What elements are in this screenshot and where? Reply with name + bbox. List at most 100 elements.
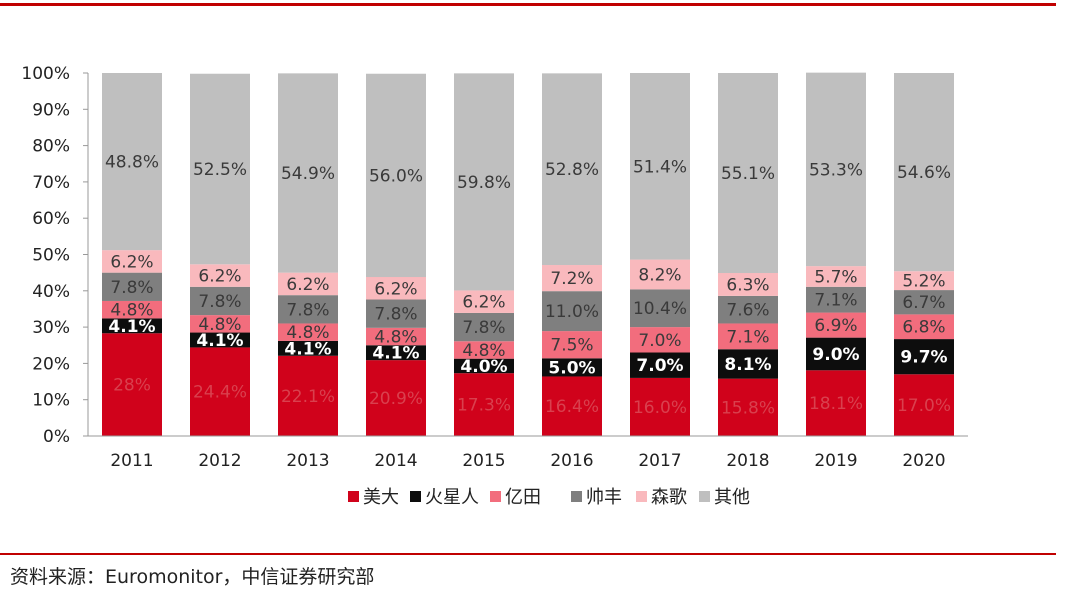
data-label: 7.8% — [110, 278, 153, 298]
data-label: 4.1% — [372, 344, 419, 364]
legend-label: 火星人 — [425, 487, 479, 508]
data-label: 28% — [113, 376, 151, 396]
data-label: 4.8% — [374, 328, 417, 348]
data-label: 11.0% — [545, 302, 599, 322]
data-label: 4.8% — [110, 301, 153, 321]
bar-group: 16.0% 7.0% 7.0% 10.4% 8.2% 51.4% — [630, 73, 690, 436]
bar-segment — [542, 73, 602, 266]
bar-segment — [718, 378, 778, 436]
data-label: 22.1% — [281, 387, 335, 407]
legend-item: 亿田 — [490, 487, 541, 508]
bar-segment — [278, 272, 338, 296]
data-label: 51.4% — [633, 157, 687, 177]
data-label: 4.1% — [284, 339, 331, 359]
bar-segment — [278, 355, 338, 436]
bar-segment — [102, 73, 162, 251]
bar-segment — [278, 73, 338, 273]
y-tick-label: 100% — [21, 64, 70, 84]
data-label: 6.2% — [286, 275, 329, 295]
data-label: 20.9% — [369, 389, 423, 409]
x-axis: 2011 2012 2013 2014 2015 2016 2017 2018 2019 2020 — [88, 435, 968, 471]
data-label: 4.1% — [108, 317, 155, 337]
data-label: 6.9% — [814, 316, 857, 336]
bar-segment — [366, 345, 426, 361]
legend-item: 其他 — [699, 487, 750, 508]
data-label: 15.8% — [721, 398, 775, 418]
x-tick-label: 2011 — [110, 451, 153, 471]
bar-segment — [366, 277, 426, 300]
data-label: 5.0% — [548, 358, 595, 378]
bar-segment — [806, 286, 866, 313]
bar-segment — [278, 295, 338, 324]
x-tick-label: 2019 — [814, 451, 857, 471]
bar-segment — [542, 358, 602, 377]
bar-group: 16.4% 5.0%7.5% 11.0% 7.2% 52.8% — [542, 73, 602, 436]
data-label: 8.1% — [724, 355, 771, 375]
x-tick-label: 2012 — [198, 451, 241, 471]
x-tick-label: 2020 — [902, 451, 945, 471]
data-label: 6.2% — [198, 267, 241, 287]
bar-segment — [806, 72, 866, 267]
bar-segment — [630, 377, 690, 436]
data-label: 4.1% — [196, 331, 243, 351]
data-label: 7.0% — [638, 331, 681, 351]
bar-segment — [894, 290, 954, 315]
data-label: 56.0% — [369, 166, 423, 186]
data-label: 17.0% — [897, 396, 951, 416]
data-label: 52.8% — [545, 160, 599, 180]
bar-group: 24.4% 4.1%4.8% 7.8% 6.2% 52.5% — [190, 73, 250, 436]
top-rule — [0, 3, 1056, 6]
data-label: 8.2% — [638, 265, 681, 285]
bar-group: 18.1% 9.0% 6.9% 7.1% 5.7% 53.3% — [806, 72, 866, 436]
bar-segment — [278, 340, 338, 356]
x-tick-label: 2013 — [286, 451, 329, 471]
data-label: 7.8% — [286, 300, 329, 320]
bar-segment — [718, 349, 778, 379]
bar-group: 28% 4.1%4.8% 7.8% 6.2% 48.8% — [102, 73, 162, 436]
bar-segment — [190, 347, 250, 436]
legend-label: 美大 — [363, 487, 399, 508]
bar-segment — [718, 323, 778, 350]
data-label: 7.0% — [636, 356, 683, 376]
legend-swatch — [571, 491, 582, 502]
legend-label: 森歌 — [651, 487, 687, 508]
data-label: 7.2% — [550, 269, 593, 289]
data-label: 7.8% — [462, 318, 505, 338]
y-tick-label: 0% — [43, 427, 70, 447]
data-label: 7.8% — [198, 292, 241, 312]
bar-segment — [718, 273, 778, 296]
bar-segment — [190, 286, 250, 316]
bar-segment — [278, 323, 338, 341]
data-label: 9.0% — [812, 345, 859, 365]
bar-segment — [542, 291, 602, 332]
legend-swatch — [699, 491, 710, 502]
bar-group: 17.3% 4.0%4.8% 7.8% 6.2% 59.8% — [454, 73, 514, 436]
bar-segment — [366, 360, 426, 436]
bar-segment — [102, 318, 162, 334]
bar-segment — [454, 341, 514, 359]
data-label: 6.7% — [902, 293, 945, 313]
legend-item: 森歌 — [636, 487, 687, 508]
bar-segment — [454, 73, 514, 291]
bar-segment — [454, 312, 514, 342]
bar-segment — [102, 250, 162, 273]
bar-group: 17.0% 9.7% 6.8% 6.7%5.2% 54.6% — [894, 73, 954, 436]
bar-segment — [366, 327, 426, 346]
bar-group: 20.9% 4.1%4.8% 7.8% 6.2% 56.0% — [366, 73, 426, 436]
x-tick-label: 2015 — [462, 451, 505, 471]
bars: 28%4.1%4.8%7.8%6.2%48.8%24.4%4.1%4.8%7.8… — [102, 72, 954, 436]
bar-segment — [806, 312, 866, 338]
legend-label: 亿田 — [505, 487, 541, 508]
data-label: 10.4% — [633, 299, 687, 319]
data-label: 59.8% — [457, 173, 511, 193]
legend-item: 帅丰 — [571, 487, 622, 508]
bar-segment — [190, 332, 250, 348]
y-tick-label: 70% — [32, 173, 70, 193]
data-label: 48.8% — [105, 153, 159, 173]
bar-segment — [806, 266, 866, 287]
data-label: 55.1% — [721, 164, 775, 184]
bottom-rule — [0, 553, 1056, 555]
data-label: 6.8% — [902, 318, 945, 338]
bar-group: 15.8% 8.1% 7.1% 7.6% 6.3% 55.1% — [718, 73, 778, 436]
legend-swatch — [410, 491, 421, 502]
